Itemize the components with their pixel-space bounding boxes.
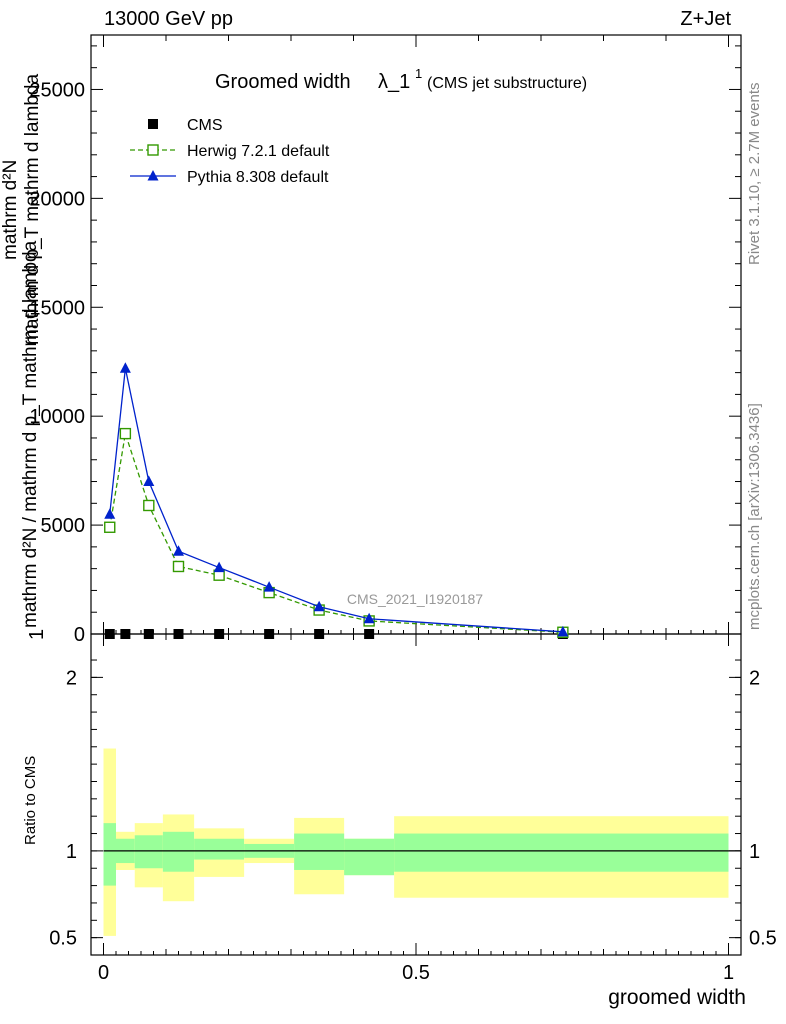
x-tick-label: 0: [98, 962, 109, 984]
y-tick-label: 25000: [29, 79, 85, 101]
legend-label-0: CMS: [187, 117, 223, 134]
y-tick-label: 0: [74, 624, 85, 646]
cms-data-point-0: [104, 629, 115, 639]
pythia-data-point-7: [363, 612, 375, 624]
ratio-inner-band-2: [134, 835, 163, 869]
chart-subtitle: (CMS jet substructure): [427, 75, 587, 92]
ratio-y-tick-label-left: 2: [66, 667, 77, 689]
pythia-data-point-6: [313, 600, 325, 612]
ratio-inner-band-8: [394, 833, 729, 872]
cms-data-point-1: [120, 629, 131, 639]
ratio-inner-band-7: [344, 838, 395, 876]
cms-data-point-4: [214, 629, 225, 639]
pythia-data-point-8: [557, 625, 569, 637]
legend-marker-herwig: [147, 144, 159, 156]
ratio-plot-frame: [90, 633, 742, 956]
ratio-inner-band-6: [294, 833, 345, 870]
legend-marker-cms: [148, 119, 158, 129]
cms-data-point-2: [143, 629, 154, 639]
chart-title: Groomed width: [215, 71, 351, 93]
cms-data-point-3: [173, 629, 184, 639]
pythia-data-point-2: [143, 475, 155, 487]
energy-label: 13000 GeV pp: [104, 8, 233, 30]
x-tick-label: 1: [723, 962, 734, 984]
pythia-data-point-3: [173, 545, 184, 556]
ratio-inner-band-0: [103, 823, 116, 886]
ratio-y-tick-label-right: 1: [749, 841, 760, 863]
y-tick-label: 15000: [29, 297, 85, 319]
herwig-data-point-1: [119, 427, 132, 440]
pythia-data-point-1: [119, 362, 131, 373]
y-tick-label: 20000: [29, 188, 85, 210]
herwig-data-point-0: [104, 521, 116, 533]
x-tick-label: 0.5: [402, 962, 430, 984]
pythia-data-point-4: [213, 561, 225, 573]
herwig-data-point-3: [172, 560, 185, 573]
ratio-y-tick-label-left: 0.5: [49, 928, 77, 950]
series-line-1: [109, 433, 563, 633]
legend-marker-pythia: [147, 170, 159, 181]
pythia-data-point-0: [104, 508, 116, 519]
cms-data-point-7: [364, 629, 375, 639]
ratio-inner-band-3: [162, 831, 195, 872]
x-axis-label: groomed width: [608, 986, 746, 1009]
process-label: Z+Jet: [680, 8, 731, 30]
chart-title-superscript: 1: [415, 66, 422, 81]
ratio-y-tick-label-right: 0.5: [749, 928, 777, 950]
analysis-watermark: CMS_2021_I1920187: [347, 591, 483, 607]
ratio-y-tick-label-left: 1: [66, 841, 77, 863]
cms-data-point-5: [264, 629, 275, 639]
cms-data-point-6: [314, 629, 325, 639]
series-line-2: [109, 368, 563, 633]
legend-label-2: Pythia 8.308 default: [187, 169, 329, 186]
y-tick-label: 5000: [41, 515, 86, 537]
pythia-data-point-5: [263, 581, 275, 592]
ratio-inner-band-4: [194, 838, 245, 860]
y-tick-label: 10000: [29, 406, 85, 428]
herwig-data-point-2: [143, 499, 155, 512]
ratio-y-tick-label-right: 2: [749, 667, 760, 689]
chart-title-symbol: λ_1: [378, 71, 410, 93]
legend-label-1: Herwig 7.2.1 default: [187, 143, 330, 160]
